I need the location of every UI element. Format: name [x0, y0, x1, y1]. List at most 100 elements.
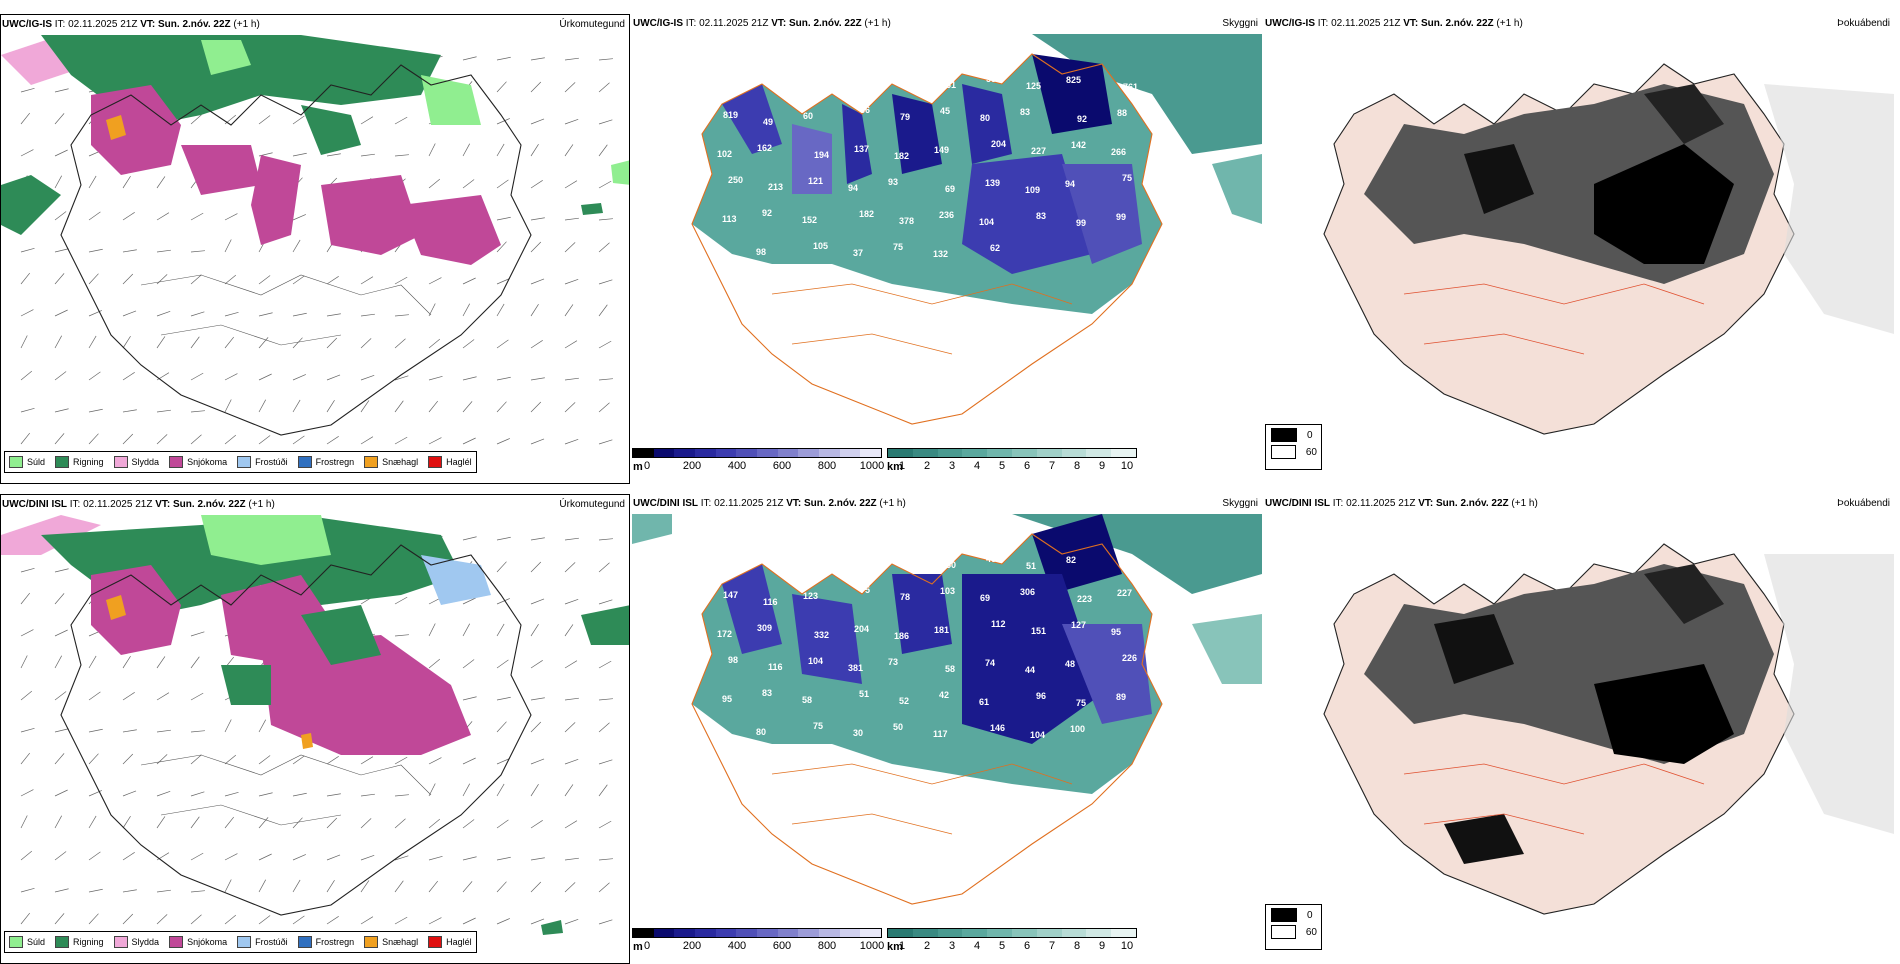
wind-barb: [360, 400, 370, 413]
wind-barb: [258, 275, 271, 285]
wind-barb: [258, 915, 271, 925]
visibility-map: 51 71 159 51 57 50 46 51 82 100 147 116 123 75 78 103 69…: [632, 514, 1262, 934]
visibility-value-label: 132: [933, 249, 948, 259]
colorbar-tick: 1000: [859, 940, 885, 952]
precip-map: [1, 515, 629, 935]
colorbar-segment: [695, 929, 716, 937]
colorbar-tick: 9: [1098, 940, 1106, 952]
precip-legend-label: Frostregn: [315, 457, 355, 467]
visibility-value-label: 121: [808, 176, 823, 186]
visibility-value-label: 381: [848, 663, 863, 673]
wind-barb: [54, 175, 63, 189]
colorbar-tick: 200: [682, 940, 702, 952]
wind-barb: [496, 881, 507, 893]
visibility-value-label: 142: [1071, 140, 1086, 150]
precip-legend-swatch: [113, 936, 128, 948]
wind-barb: [598, 759, 613, 765]
wind-barb: [156, 816, 166, 829]
wind-barb: [258, 435, 271, 445]
wind-barb: [122, 692, 135, 701]
colorbar-segment: [860, 449, 882, 457]
visibility-value-label: 45: [889, 73, 899, 83]
wind-barb: [326, 916, 339, 925]
wind-barb: [190, 791, 205, 797]
visibility-value-label: 115: [716, 253, 731, 263]
wind-barb: [122, 310, 137, 317]
visibility-colorbar: 1 2 3 4 5 6 7 8 9 10: [887, 448, 1137, 480]
colorbar-segment: [777, 449, 799, 457]
visibility-labels: 51 71 159 51 57 50 46 51 82 100 147 116 123 75 78 103 69…: [712, 551, 1138, 743]
visibility-value-label: 88: [1117, 108, 1127, 118]
precip-legend-swatch: [364, 456, 379, 468]
wind-barb: [394, 855, 409, 861]
visibility-value-label: 181: [934, 625, 949, 635]
wind-barb: [54, 149, 68, 157]
wind-barb: [190, 336, 200, 349]
precip-legend-label: Haglél: [446, 937, 472, 947]
wind-barb: [326, 793, 341, 797]
wind-barb: [496, 561, 507, 573]
wind-barb: [360, 116, 374, 125]
visibility-value-label: 89: [1116, 692, 1126, 702]
wind-barb: [20, 407, 35, 413]
wind-barb: [496, 376, 511, 381]
precip-legend-swatch: [428, 456, 443, 468]
wind-barb: [156, 212, 170, 221]
panel-title: UWC/IG-IS IT: 02.11.2025 21Z VT: Sun. 2.…: [1265, 18, 1523, 29]
wind-barb: [224, 853, 238, 861]
wind-barb: [598, 858, 613, 861]
wind-barb: [88, 851, 101, 861]
precip-legend-item: Frostúði: [237, 936, 288, 948]
precip-legend-label: Frostúði: [255, 457, 288, 467]
wind-barb: [496, 401, 507, 413]
wind-barb: [598, 562, 610, 573]
colorbar-tick: 0: [643, 940, 651, 952]
visibility-value-label: 125: [1026, 81, 1041, 91]
wind-barb: [20, 149, 34, 157]
wind-barb: [190, 372, 204, 381]
wind-barb: [258, 337, 269, 349]
precip-legend-label: Snjókoma: [187, 457, 228, 467]
precip-legend-item: Snjókoma: [169, 456, 227, 468]
wind-barb: [394, 375, 409, 381]
wind-barb: [190, 631, 205, 637]
wind-barb: [462, 339, 475, 349]
wind-barb: [530, 561, 542, 573]
visibility-colorbar: 1 2 3 4 5 6 7 8 9 10: [887, 928, 1137, 960]
wind-barb: [54, 211, 67, 221]
colorbar-tick: 0: [643, 460, 651, 472]
wind-barb: [394, 818, 406, 829]
wind-barb: [394, 756, 408, 765]
visibility-value-label: 104: [808, 656, 823, 666]
visibility-value-label: 227: [1117, 588, 1132, 598]
wind-barb: [190, 311, 205, 317]
precip-type-panel-top: UWC/IG-IS IT: 02.11.2025 21Z VT: Sun. 2.…: [0, 14, 630, 484]
wind-barb: [122, 409, 137, 413]
wind-barb: [224, 373, 238, 381]
colorbar-tick: 800: [817, 940, 837, 952]
fog-swatch: [1271, 925, 1296, 939]
wind-barb: [20, 850, 33, 861]
colorbar-segment: [1111, 449, 1136, 457]
colorbar-tick: 8: [1073, 460, 1081, 472]
wind-barb: [122, 372, 135, 381]
wind-barb: [360, 276, 374, 285]
wind-barb: [598, 538, 613, 541]
visibility-value-label: 94: [1065, 179, 1075, 189]
colorbar-tick: 5: [998, 460, 1006, 472]
wind-barb: [20, 815, 28, 829]
precip-legend-swatch: [169, 936, 184, 948]
wind-barb: [564, 624, 574, 637]
colorbar-tick: 8: [1073, 940, 1081, 952]
wind-barb: [360, 756, 374, 765]
colorbar-tick: 400: [727, 460, 747, 472]
visibility-value-label: 30: [853, 728, 863, 738]
visibility-value-label: 49: [763, 117, 773, 127]
wind-barb: [326, 400, 335, 413]
visibility-value-label: 66: [860, 105, 870, 115]
wind-barb: [530, 598, 545, 605]
wind-barb: [598, 919, 613, 925]
visibility-value-label: 100: [1123, 562, 1138, 572]
visibility-value-label: 309: [757, 623, 772, 633]
wind-barb: [326, 153, 341, 157]
